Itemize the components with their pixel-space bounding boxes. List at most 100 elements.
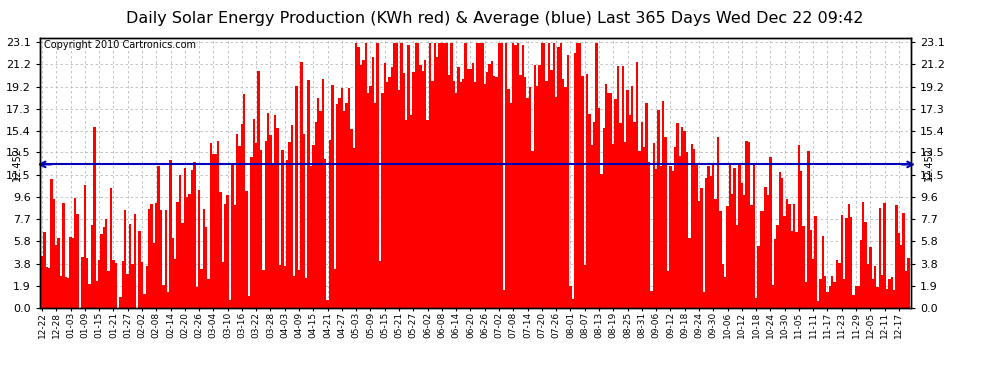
Bar <box>269 135 271 308</box>
Bar <box>455 93 457 308</box>
Bar <box>307 80 310 308</box>
Bar <box>250 157 252 308</box>
Bar <box>803 226 805 308</box>
Bar <box>212 154 215 308</box>
Bar <box>598 108 600 308</box>
Bar <box>512 43 515 308</box>
Bar <box>369 87 371 308</box>
Bar <box>407 45 410 308</box>
Bar <box>362 60 364 308</box>
Bar <box>905 271 907 308</box>
Bar <box>536 86 539 308</box>
Bar <box>898 232 900 308</box>
Bar <box>336 104 339 308</box>
Bar <box>836 260 839 308</box>
Bar <box>834 282 836 308</box>
Bar <box>227 195 229 308</box>
Bar <box>391 67 393 308</box>
Bar <box>574 53 576 307</box>
Bar <box>710 176 712 308</box>
Bar <box>500 43 503 308</box>
Bar <box>805 282 807 308</box>
Bar <box>745 141 747 308</box>
Bar <box>529 87 532 308</box>
Bar <box>624 142 627 308</box>
Bar <box>864 222 867 308</box>
Bar <box>144 294 146 307</box>
Bar <box>305 278 307 308</box>
Bar <box>417 43 419 308</box>
Bar <box>869 247 871 308</box>
Bar <box>545 81 547 308</box>
Bar <box>886 289 888 308</box>
Bar <box>271 164 274 308</box>
Bar <box>776 225 779 308</box>
Bar <box>581 76 583 307</box>
Bar <box>286 160 288 308</box>
Bar <box>517 43 519 308</box>
Bar <box>281 150 283 308</box>
Bar <box>257 71 259 308</box>
Bar <box>750 205 752 308</box>
Bar <box>341 87 344 308</box>
Bar <box>793 204 795 308</box>
Bar <box>507 88 510 308</box>
Bar <box>767 195 769 308</box>
Bar <box>403 73 405 308</box>
Bar <box>352 148 355 308</box>
Bar <box>900 244 903 308</box>
Bar <box>812 259 815 308</box>
Bar <box>91 225 93 308</box>
Bar <box>152 243 155 308</box>
Bar <box>854 286 857 308</box>
Bar <box>139 231 141 308</box>
Bar <box>400 43 403 308</box>
Bar <box>757 246 759 308</box>
Bar <box>615 99 617 308</box>
Bar <box>255 142 257 308</box>
Bar <box>236 134 239 308</box>
Bar <box>105 219 108 308</box>
Bar <box>120 297 122 307</box>
Bar <box>310 166 312 308</box>
Bar <box>471 63 474 308</box>
Bar <box>229 300 232 307</box>
Bar <box>359 64 362 308</box>
Text: Daily Solar Energy Production (KWh red) & Average (blue) Last 365 Days Wed Dec 2: Daily Solar Energy Production (KWh red) … <box>127 11 863 26</box>
Bar <box>241 124 244 308</box>
Bar <box>842 279 845 308</box>
Bar <box>881 276 883 308</box>
Bar <box>422 71 424 308</box>
Bar <box>410 114 412 308</box>
Bar <box>67 278 69 308</box>
Bar <box>183 168 186 308</box>
Bar <box>695 164 698 308</box>
Bar <box>200 269 203 308</box>
Bar <box>198 190 200 308</box>
Bar <box>248 296 250 307</box>
Bar <box>586 74 588 308</box>
Bar <box>524 77 527 308</box>
Bar <box>664 137 667 308</box>
Bar <box>541 43 544 308</box>
Bar <box>681 128 683 308</box>
Bar <box>698 201 700 308</box>
Bar <box>171 238 174 308</box>
Text: 12.452: 12.452 <box>924 147 934 182</box>
Bar <box>781 178 783 308</box>
Bar <box>122 261 124 308</box>
Bar <box>262 270 264 308</box>
Bar <box>134 214 136 308</box>
Bar <box>434 43 436 308</box>
Bar <box>52 199 55 308</box>
Bar <box>688 238 691 308</box>
Bar <box>719 211 722 308</box>
Bar <box>193 162 195 308</box>
Bar <box>259 150 262 308</box>
Bar <box>267 112 269 308</box>
Bar <box>300 62 303 308</box>
Bar <box>739 164 741 308</box>
Bar <box>600 174 603 308</box>
Bar <box>736 225 739 308</box>
Bar <box>339 98 341 308</box>
